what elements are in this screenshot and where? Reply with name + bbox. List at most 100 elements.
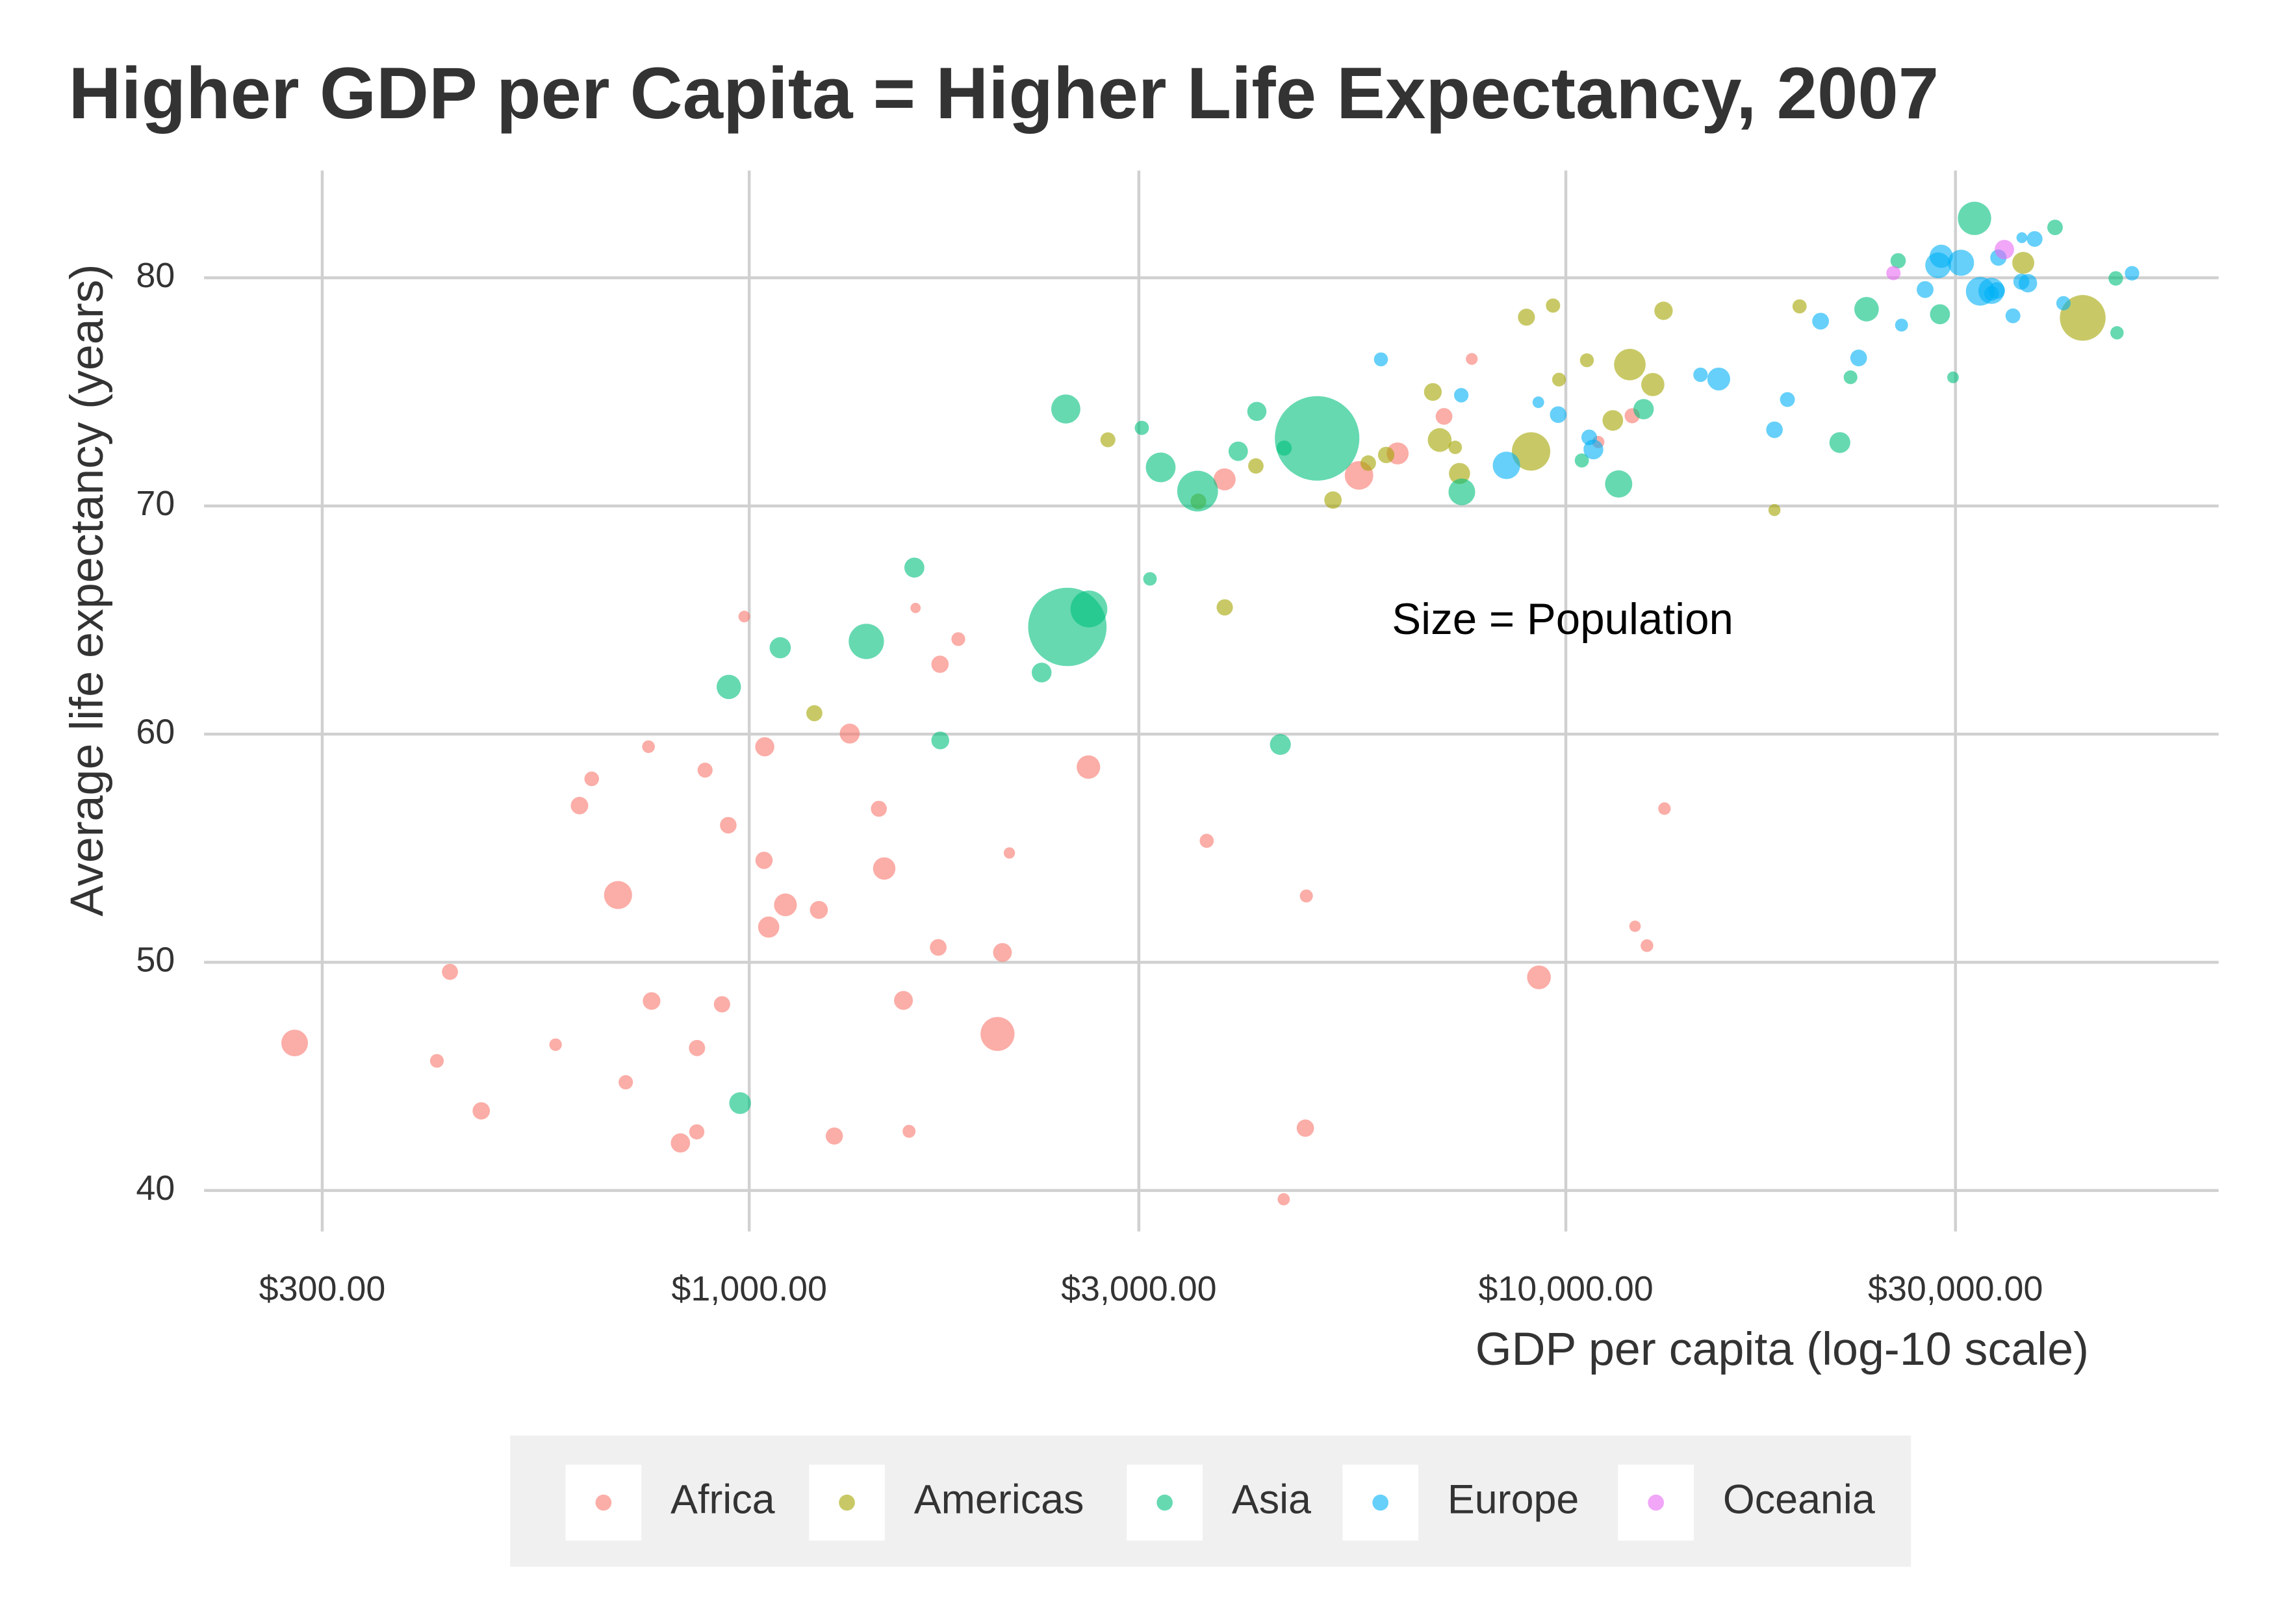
point bbox=[1296, 1119, 1314, 1137]
point bbox=[1051, 394, 1080, 424]
point bbox=[1216, 599, 1233, 616]
point bbox=[1579, 353, 1594, 368]
y-tick-label: 80 bbox=[136, 256, 175, 295]
point bbox=[902, 1124, 916, 1138]
legend-label: Africa bbox=[671, 1477, 775, 1523]
point bbox=[1574, 453, 1589, 468]
y-tick-label: 60 bbox=[136, 712, 175, 751]
legend-symbol bbox=[839, 1494, 855, 1511]
legend-label: Asia bbox=[1232, 1477, 1311, 1523]
point bbox=[1693, 367, 1708, 383]
point bbox=[2012, 251, 2035, 274]
point bbox=[894, 991, 913, 1010]
point bbox=[873, 857, 896, 880]
point bbox=[2110, 326, 2124, 340]
point bbox=[806, 705, 823, 722]
point bbox=[1527, 965, 1551, 989]
point bbox=[1424, 383, 1442, 401]
point bbox=[1792, 299, 1807, 314]
point bbox=[1247, 401, 1267, 422]
point bbox=[1134, 420, 1149, 435]
point bbox=[1435, 408, 1453, 425]
point bbox=[1550, 406, 1567, 424]
point bbox=[1605, 470, 1633, 498]
point bbox=[1641, 373, 1665, 396]
point bbox=[1843, 370, 1858, 385]
legend-symbol bbox=[1156, 1494, 1173, 1511]
point bbox=[619, 1074, 633, 1090]
point bbox=[2005, 308, 2021, 324]
point bbox=[1427, 428, 1452, 452]
point bbox=[1145, 452, 1176, 483]
x-tick-label: $3,000.00 bbox=[1061, 1269, 1216, 1308]
point bbox=[1228, 441, 1248, 461]
point bbox=[904, 557, 925, 578]
point bbox=[1277, 1193, 1290, 1206]
chart-title: Higher GDP per Capita = Higher Life Expe… bbox=[68, 52, 1939, 134]
legend-symbol bbox=[1648, 1494, 1665, 1511]
point bbox=[1532, 396, 1544, 409]
point bbox=[1070, 590, 1108, 628]
point bbox=[442, 963, 458, 980]
point bbox=[1629, 920, 1641, 932]
x-tick-label: $1,000.00 bbox=[671, 1269, 826, 1308]
point bbox=[1707, 367, 1730, 391]
point bbox=[584, 771, 599, 787]
point bbox=[1360, 455, 1376, 471]
point bbox=[1854, 297, 1879, 322]
point bbox=[738, 611, 750, 623]
point bbox=[1275, 396, 1360, 481]
legend-symbol bbox=[595, 1494, 612, 1511]
point bbox=[1766, 421, 1783, 438]
point bbox=[2016, 232, 2028, 244]
point bbox=[1100, 432, 1116, 448]
point bbox=[810, 900, 828, 919]
point bbox=[755, 737, 774, 757]
point bbox=[1929, 244, 1953, 268]
point bbox=[1453, 388, 1469, 403]
point bbox=[1492, 451, 1520, 479]
point bbox=[1276, 440, 1292, 456]
point bbox=[671, 1133, 691, 1153]
point bbox=[1270, 733, 1291, 755]
point bbox=[1003, 847, 1016, 859]
legend-label: Oceania bbox=[1723, 1477, 1875, 1523]
point bbox=[774, 893, 797, 917]
point bbox=[1812, 312, 1830, 330]
point bbox=[1449, 463, 1470, 485]
point bbox=[689, 1124, 705, 1140]
point bbox=[1552, 372, 1566, 387]
point bbox=[1890, 253, 1906, 269]
point bbox=[729, 1092, 751, 1114]
point bbox=[720, 817, 737, 834]
point bbox=[769, 637, 791, 659]
point bbox=[1995, 240, 2014, 260]
point bbox=[697, 763, 713, 778]
point bbox=[1829, 432, 1850, 453]
point bbox=[1930, 304, 1950, 325]
point bbox=[1511, 432, 1551, 471]
point bbox=[2018, 273, 2038, 293]
point bbox=[755, 852, 773, 869]
points bbox=[281, 201, 2140, 1206]
point bbox=[825, 1127, 843, 1145]
point bbox=[1780, 392, 1795, 407]
point bbox=[2060, 295, 2106, 341]
legend-label: Europe bbox=[1448, 1477, 1579, 1523]
point bbox=[1466, 353, 1478, 365]
point bbox=[1768, 503, 1781, 516]
point bbox=[2125, 266, 2140, 281]
point bbox=[931, 731, 949, 750]
point bbox=[281, 1030, 309, 1057]
point bbox=[472, 1102, 491, 1120]
point bbox=[2056, 296, 2071, 311]
point bbox=[1143, 572, 1157, 586]
point bbox=[951, 632, 965, 646]
point bbox=[642, 740, 655, 754]
point bbox=[1958, 201, 1991, 235]
x-axis-label: GDP per capita (log-10 scale) bbox=[1476, 1323, 2089, 1375]
point bbox=[930, 939, 947, 956]
point bbox=[716, 674, 741, 700]
point bbox=[1077, 755, 1101, 779]
